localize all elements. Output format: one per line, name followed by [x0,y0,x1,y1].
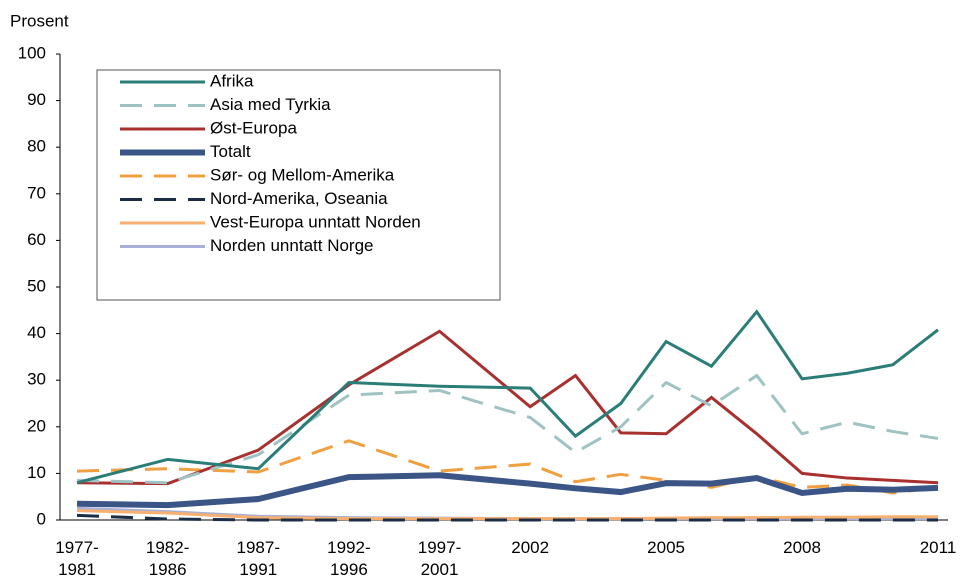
y-tick-label: 60 [27,230,46,249]
y-tick-label: 20 [27,416,46,435]
series-line [76,509,938,521]
x-tick-label: 1997- 2001 [417,538,462,579]
legend-label: Sør- og Mellom-Amerika [210,165,395,184]
legend-label: Afrika [210,71,254,90]
y-tick-label: 70 [27,183,46,202]
legend-label: Nord-Amerika, Oseania [210,189,388,208]
x-tick-label: 1982- 1986 [145,538,190,579]
legend-label: Norden unntatt Norge [210,236,374,255]
series-line [76,439,939,495]
y-tick-label: 40 [27,323,46,342]
x-tick-label: 1987- 1991 [236,538,280,579]
legend: Afrika Asia med Tyrkia Øst-Europa Totalt Sør… [96,69,501,301]
y-tick-label: 10 [27,463,46,482]
legend-box [96,69,501,301]
x-tick-label: 2005 [647,538,685,557]
legend-label: Øst-Europa [210,118,297,137]
series-line [76,329,939,486]
series-line [76,309,939,485]
x-tick-label: 1977- 1981 [55,538,99,579]
series-line [76,373,939,485]
y-tick-label: 90 [27,90,46,109]
y-tick-label: 80 [27,137,46,156]
x-tick-label: 2011 [919,538,957,557]
y-tick-label: 50 [27,276,46,295]
legend-label: Asia med Tyrkia [210,95,331,114]
y-axis-label: Prosent [10,11,69,30]
y-tick-label: 0 [37,509,46,528]
series-line [76,472,939,509]
x-tick-label: 2002 [511,538,550,557]
legend-label: Vest-Europa unntatt Norden [210,212,421,231]
x-tick-label: 1992- 1996 [327,538,371,579]
x-tick-label: 2008 [783,538,821,557]
y-tick-label: 30 [27,370,46,389]
series-line [76,513,938,522]
y-tick-label: 100 [18,43,46,62]
legend-label: Totalt [210,142,251,161]
